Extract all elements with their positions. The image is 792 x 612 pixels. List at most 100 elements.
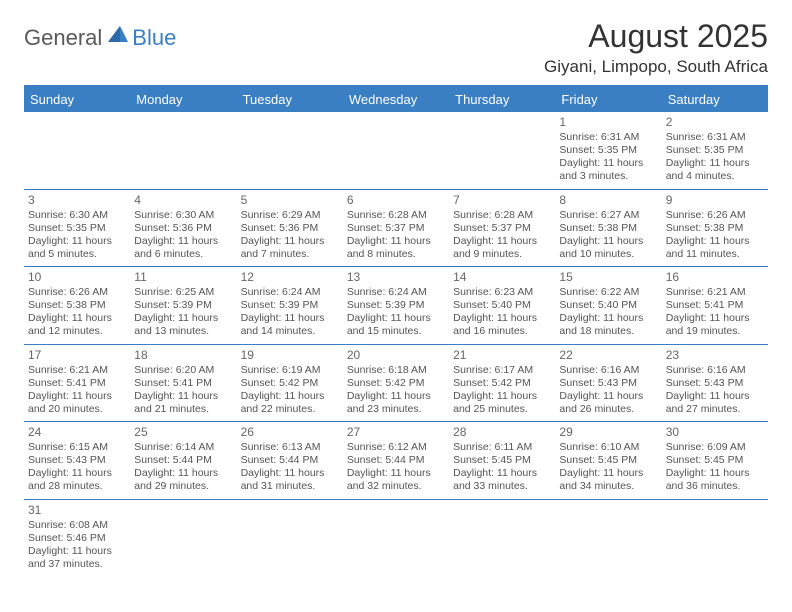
sunset-text: Sunset: 5:37 PM	[347, 222, 445, 235]
calendar-row: 3Sunrise: 6:30 AMSunset: 5:35 PMDaylight…	[24, 189, 768, 267]
sunset-text: Sunset: 5:42 PM	[241, 377, 339, 390]
calendar-cell: 16Sunrise: 6:21 AMSunset: 5:41 PMDayligh…	[662, 267, 768, 345]
day-number: 21	[453, 348, 551, 363]
sunrise-text: Sunrise: 6:30 AM	[134, 209, 232, 222]
sunset-text: Sunset: 5:38 PM	[666, 222, 764, 235]
sunrise-text: Sunrise: 6:26 AM	[28, 286, 126, 299]
sunrise-text: Sunrise: 6:21 AM	[28, 364, 126, 377]
sunrise-text: Sunrise: 6:29 AM	[241, 209, 339, 222]
day-number: 24	[28, 425, 126, 440]
day-number: 11	[134, 270, 232, 285]
calendar-row: 17Sunrise: 6:21 AMSunset: 5:41 PMDayligh…	[24, 344, 768, 422]
daylight-text: Daylight: 11 hours and 25 minutes.	[453, 390, 551, 416]
day-number: 8	[559, 193, 657, 208]
calendar-cell: 13Sunrise: 6:24 AMSunset: 5:39 PMDayligh…	[343, 267, 449, 345]
sunrise-text: Sunrise: 6:23 AM	[453, 286, 551, 299]
day-number: 2	[666, 115, 764, 130]
calendar-row: 31Sunrise: 6:08 AMSunset: 5:46 PMDayligh…	[24, 499, 768, 576]
daylight-text: Daylight: 11 hours and 34 minutes.	[559, 467, 657, 493]
calendar-cell: 25Sunrise: 6:14 AMSunset: 5:44 PMDayligh…	[130, 422, 236, 500]
calendar-cell: 23Sunrise: 6:16 AMSunset: 5:43 PMDayligh…	[662, 344, 768, 422]
day-header-row: SundayMondayTuesdayWednesdayThursdayFrid…	[24, 86, 768, 112]
sunrise-text: Sunrise: 6:16 AM	[666, 364, 764, 377]
day-number: 23	[666, 348, 764, 363]
day-number: 6	[347, 193, 445, 208]
sunrise-text: Sunrise: 6:08 AM	[28, 519, 126, 532]
sunset-text: Sunset: 5:38 PM	[559, 222, 657, 235]
sunset-text: Sunset: 5:39 PM	[241, 299, 339, 312]
sunset-text: Sunset: 5:37 PM	[453, 222, 551, 235]
daylight-text: Daylight: 11 hours and 22 minutes.	[241, 390, 339, 416]
sunset-text: Sunset: 5:42 PM	[347, 377, 445, 390]
day-number: 10	[28, 270, 126, 285]
sunrise-text: Sunrise: 6:21 AM	[666, 286, 764, 299]
calendar-body: 1Sunrise: 6:31 AMSunset: 5:35 PMDaylight…	[24, 112, 768, 576]
brand-part2: Blue	[132, 25, 176, 51]
sunrise-text: Sunrise: 6:10 AM	[559, 441, 657, 454]
sunrise-text: Sunrise: 6:13 AM	[241, 441, 339, 454]
day-number: 20	[347, 348, 445, 363]
calendar-cell: 14Sunrise: 6:23 AMSunset: 5:40 PMDayligh…	[449, 267, 555, 345]
daylight-text: Daylight: 11 hours and 18 minutes.	[559, 312, 657, 338]
sunrise-text: Sunrise: 6:16 AM	[559, 364, 657, 377]
daylight-text: Daylight: 11 hours and 20 minutes.	[28, 390, 126, 416]
sunrise-text: Sunrise: 6:18 AM	[347, 364, 445, 377]
sunset-text: Sunset: 5:45 PM	[666, 454, 764, 467]
sunrise-text: Sunrise: 6:14 AM	[134, 441, 232, 454]
sunrise-text: Sunrise: 6:25 AM	[134, 286, 232, 299]
daylight-text: Daylight: 11 hours and 10 minutes.	[559, 235, 657, 261]
sunrise-text: Sunrise: 6:12 AM	[347, 441, 445, 454]
sunrise-text: Sunrise: 6:24 AM	[347, 286, 445, 299]
day-header: Monday	[130, 86, 236, 112]
day-header: Sunday	[24, 86, 130, 112]
calendar-cell	[237, 112, 343, 189]
calendar-cell: 11Sunrise: 6:25 AMSunset: 5:39 PMDayligh…	[130, 267, 236, 345]
calendar-cell: 3Sunrise: 6:30 AMSunset: 5:35 PMDaylight…	[24, 189, 130, 267]
day-number: 12	[241, 270, 339, 285]
page-title: August 2025	[544, 18, 768, 55]
day-number: 31	[28, 503, 126, 518]
calendar-cell: 5Sunrise: 6:29 AMSunset: 5:36 PMDaylight…	[237, 189, 343, 267]
sunset-text: Sunset: 5:43 PM	[559, 377, 657, 390]
calendar-cell: 15Sunrise: 6:22 AMSunset: 5:40 PMDayligh…	[555, 267, 661, 345]
daylight-text: Daylight: 11 hours and 13 minutes.	[134, 312, 232, 338]
calendar-cell: 24Sunrise: 6:15 AMSunset: 5:43 PMDayligh…	[24, 422, 130, 500]
sunrise-text: Sunrise: 6:17 AM	[453, 364, 551, 377]
calendar-cell: 18Sunrise: 6:20 AMSunset: 5:41 PMDayligh…	[130, 344, 236, 422]
day-number: 22	[559, 348, 657, 363]
sunset-text: Sunset: 5:44 PM	[347, 454, 445, 467]
daylight-text: Daylight: 11 hours and 7 minutes.	[241, 235, 339, 261]
daylight-text: Daylight: 11 hours and 21 minutes.	[134, 390, 232, 416]
daylight-text: Daylight: 11 hours and 11 minutes.	[666, 235, 764, 261]
sunset-text: Sunset: 5:41 PM	[134, 377, 232, 390]
day-number: 28	[453, 425, 551, 440]
calendar-cell	[449, 499, 555, 576]
sunrise-text: Sunrise: 6:11 AM	[453, 441, 551, 454]
day-number: 30	[666, 425, 764, 440]
daylight-text: Daylight: 11 hours and 12 minutes.	[28, 312, 126, 338]
daylight-text: Daylight: 11 hours and 5 minutes.	[28, 235, 126, 261]
day-number: 1	[559, 115, 657, 130]
calendar-cell: 19Sunrise: 6:19 AMSunset: 5:42 PMDayligh…	[237, 344, 343, 422]
day-number: 27	[347, 425, 445, 440]
sunset-text: Sunset: 5:42 PM	[453, 377, 551, 390]
calendar-cell	[130, 112, 236, 189]
daylight-text: Daylight: 11 hours and 27 minutes.	[666, 390, 764, 416]
sunrise-text: Sunrise: 6:31 AM	[666, 131, 764, 144]
day-number: 7	[453, 193, 551, 208]
sunset-text: Sunset: 5:43 PM	[28, 454, 126, 467]
calendar-cell: 27Sunrise: 6:12 AMSunset: 5:44 PMDayligh…	[343, 422, 449, 500]
day-number: 4	[134, 193, 232, 208]
day-number: 5	[241, 193, 339, 208]
sunrise-text: Sunrise: 6:28 AM	[453, 209, 551, 222]
calendar-cell: 4Sunrise: 6:30 AMSunset: 5:36 PMDaylight…	[130, 189, 236, 267]
daylight-text: Daylight: 11 hours and 37 minutes.	[28, 545, 126, 571]
day-number: 18	[134, 348, 232, 363]
sunrise-text: Sunrise: 6:20 AM	[134, 364, 232, 377]
calendar-cell	[130, 499, 236, 576]
day-number: 26	[241, 425, 339, 440]
sunset-text: Sunset: 5:43 PM	[666, 377, 764, 390]
sunset-text: Sunset: 5:39 PM	[134, 299, 232, 312]
calendar-cell	[24, 112, 130, 189]
sunrise-text: Sunrise: 6:22 AM	[559, 286, 657, 299]
